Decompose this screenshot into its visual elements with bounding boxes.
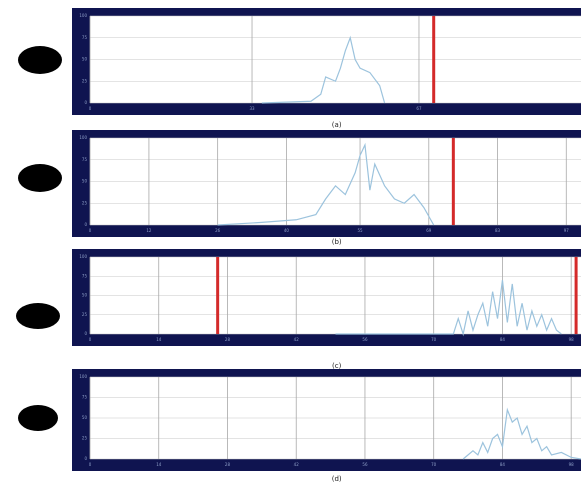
y-tick-label: 75 bbox=[82, 395, 88, 400]
x-tick-label: 33 bbox=[249, 106, 255, 111]
blob bbox=[18, 405, 58, 431]
x-tick-label: 84 bbox=[500, 462, 506, 467]
figure: 0 25 50 75 100 0 33 67 (a) 0 25 50 75 100 0 12 26 40 55 69 8… bbox=[0, 0, 581, 488]
y-tick-label: 25 bbox=[82, 200, 88, 205]
x-tick-label: 83 bbox=[495, 228, 501, 233]
panel-caption: (b) bbox=[332, 238, 342, 246]
y-tick-label: 75 bbox=[82, 35, 88, 40]
x-tick-label: 98 bbox=[569, 337, 575, 342]
x-tick-label: 0 bbox=[89, 337, 92, 342]
x-tick-label: 28 bbox=[225, 462, 231, 467]
y-tick-label: 75 bbox=[82, 157, 88, 162]
page: {"chart_data": [ {"type": "line", "capti… bbox=[0, 0, 581, 488]
y-tick-label: 25 bbox=[82, 78, 88, 83]
y-tick-label: 50 bbox=[82, 415, 88, 420]
y-tick-label: 100 bbox=[79, 254, 87, 259]
x-tick-label: 12 bbox=[146, 228, 152, 233]
x-tick-label: 70 bbox=[431, 462, 437, 467]
blob bbox=[18, 46, 62, 74]
x-tick-label: 42 bbox=[294, 337, 300, 342]
panel-caption: (a) bbox=[332, 121, 342, 129]
panel-caption: (d) bbox=[332, 475, 342, 483]
y-tick-label: 100 bbox=[79, 13, 87, 18]
x-tick-label: 40 bbox=[284, 228, 290, 233]
x-tick-label: 14 bbox=[156, 337, 162, 342]
x-tick-label: 56 bbox=[362, 337, 368, 342]
y-tick-label: 100 bbox=[79, 374, 87, 379]
x-tick-label: 56 bbox=[362, 462, 368, 467]
x-tick-label: 97 bbox=[564, 228, 570, 233]
blob bbox=[18, 164, 62, 192]
x-tick-label: 0 bbox=[89, 106, 92, 111]
y-tick-label: 50 bbox=[82, 179, 88, 184]
y-tick-label: 50 bbox=[82, 57, 88, 62]
y-tick-label: 25 bbox=[82, 312, 88, 317]
y-tick-label: 50 bbox=[82, 293, 88, 298]
x-tick-label: 26 bbox=[215, 228, 221, 233]
blob bbox=[16, 303, 60, 329]
x-tick-label: 0 bbox=[89, 228, 92, 233]
x-tick-label: 69 bbox=[426, 228, 432, 233]
x-tick-label: 14 bbox=[156, 462, 162, 467]
y-tick-label: 75 bbox=[82, 273, 88, 278]
x-tick-label: 98 bbox=[569, 462, 575, 467]
x-tick-label: 42 bbox=[294, 462, 300, 467]
x-tick-label: 55 bbox=[358, 228, 364, 233]
y-tick-label: 100 bbox=[79, 135, 87, 140]
x-tick-label: 84 bbox=[500, 337, 506, 342]
y-tick-label: 25 bbox=[82, 436, 88, 441]
x-tick-label: 28 bbox=[225, 337, 231, 342]
x-tick-label: 0 bbox=[89, 462, 92, 467]
panel-caption: (c) bbox=[332, 362, 342, 370]
x-tick-label: 70 bbox=[431, 337, 437, 342]
x-tick-label: 67 bbox=[416, 106, 422, 111]
